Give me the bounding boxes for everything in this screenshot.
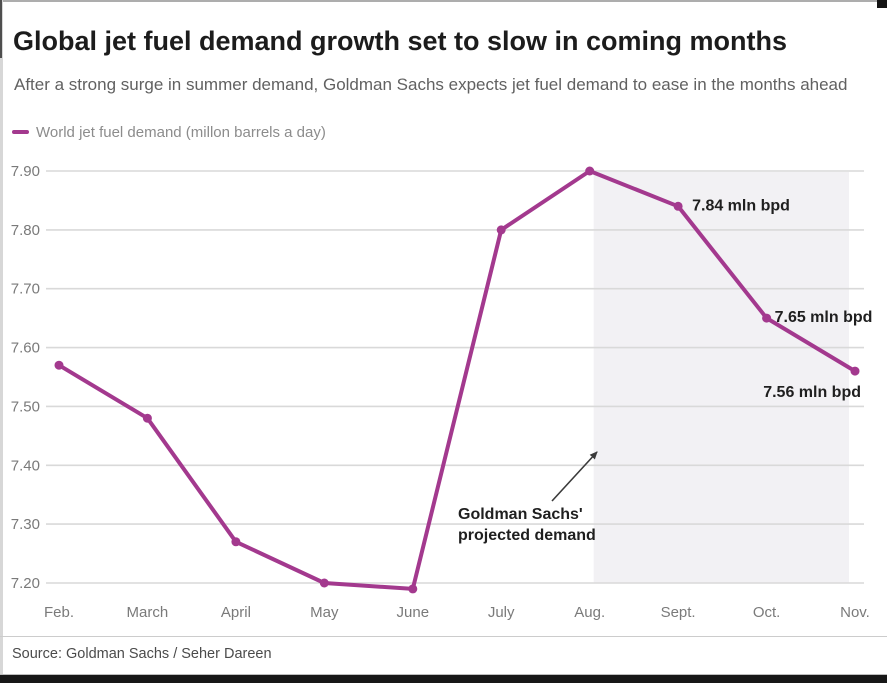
y-tick-label: 7.30	[11, 516, 40, 533]
source-divider	[0, 636, 887, 637]
data-point	[231, 537, 241, 547]
left-edge-line	[0, 0, 3, 683]
legend-line-swatch	[12, 130, 29, 134]
bottom-edge-line	[0, 674, 887, 675]
projection-callout-text: Goldman Sachs'	[458, 506, 583, 523]
top-edge-line	[0, 0, 887, 2]
source-text: Source: Goldman Sachs / Seher Dareen	[12, 646, 272, 662]
data-point	[585, 166, 595, 176]
value-label: 7.56 mln bpd	[763, 384, 861, 401]
projection-shade-region	[593, 172, 849, 583]
x-tick-label: March	[127, 604, 169, 621]
y-tick-label: 7.70	[11, 281, 40, 298]
x-tick-label: Oct.	[753, 604, 781, 621]
x-tick-label: Aug.	[574, 604, 605, 621]
page-subtitle: After a strong surge in summer demand, G…	[14, 75, 848, 94]
chart-legend: World jet fuel demand (millon barrels a …	[12, 123, 326, 141]
y-tick-label: 7.40	[11, 457, 40, 474]
data-point	[408, 584, 418, 594]
y-tick-label: 7.20	[11, 575, 40, 592]
data-point	[850, 366, 860, 376]
data-point	[54, 360, 64, 370]
x-tick-label: April	[221, 604, 251, 621]
page-title: Global jet fuel demand growth set to slo…	[13, 26, 788, 56]
projection-callout-text: projected demand	[458, 527, 596, 544]
y-tick-label: 7.90	[11, 163, 40, 180]
data-point	[673, 201, 683, 211]
legend-label: World jet fuel demand (millon barrels a …	[36, 123, 326, 141]
x-tick-label: Sept.	[661, 604, 696, 621]
data-point	[762, 313, 772, 323]
projection-callout-arrow	[551, 451, 598, 502]
demand-line	[57, 169, 857, 591]
x-tick-label: July	[488, 604, 515, 621]
y-tick-label: 7.50	[11, 398, 40, 415]
y-tick-label: 7.80	[11, 222, 40, 239]
value-label: 7.84 mln bpd	[692, 197, 790, 214]
left-edge-dark-sliver	[0, 0, 2, 58]
data-point	[319, 578, 329, 588]
data-point	[496, 225, 506, 235]
x-tick-label: Nov.	[840, 604, 870, 621]
bottom-black-bar	[0, 675, 887, 683]
top-right-corner-mark	[877, 0, 887, 8]
x-tick-label: May	[310, 604, 339, 621]
value-label: 7.65 mln bpd	[775, 309, 873, 326]
x-tick-label: Feb.	[44, 604, 74, 621]
x-tick-label: June	[397, 604, 430, 621]
data-point	[142, 413, 152, 423]
y-tick-label: 7.60	[11, 340, 40, 357]
